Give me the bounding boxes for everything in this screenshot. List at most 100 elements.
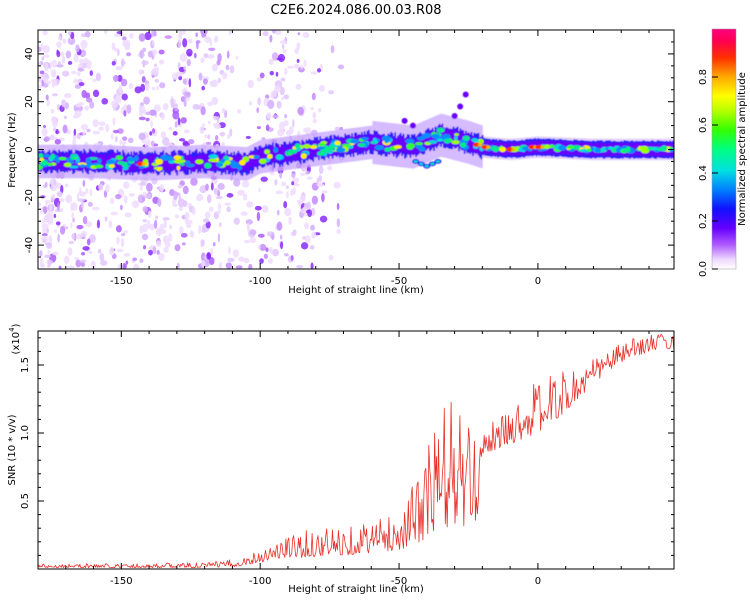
noise-speck	[115, 93, 120, 103]
x-tick-label: -100	[249, 276, 272, 287]
noise-speck	[293, 63, 300, 69]
noise-speck	[112, 117, 116, 126]
noise-speck	[284, 207, 292, 217]
noise-speck	[142, 219, 147, 223]
noise-speck	[285, 185, 289, 190]
noise-speck	[82, 130, 86, 136]
noise-speck	[201, 239, 205, 247]
noise-speck	[312, 118, 318, 124]
noise-speck	[122, 36, 127, 41]
noise-speck	[50, 184, 57, 192]
noise-speck	[212, 242, 216, 247]
noise-speck	[277, 128, 285, 137]
ridge-band	[130, 158, 133, 173]
ridge-blob	[43, 153, 50, 158]
ridge-band	[387, 139, 390, 154]
noise-speck	[204, 211, 211, 219]
noise-speck	[248, 263, 253, 269]
noise-speck	[64, 183, 69, 188]
noise-speck	[232, 249, 239, 258]
ridge-band	[38, 156, 41, 171]
noise-speck	[265, 247, 269, 253]
ridge-blob	[640, 148, 650, 154]
noise-speck	[317, 68, 321, 73]
ridge-band	[427, 133, 430, 148]
noise-speck	[292, 186, 296, 195]
ridge-band	[62, 157, 65, 172]
noise-speck	[105, 184, 110, 193]
noise-speck	[268, 258, 273, 264]
ridge-band	[204, 153, 206, 168]
noise-speck	[81, 89, 87, 99]
noise-speck	[56, 64, 64, 68]
noise-speck	[263, 253, 268, 260]
noise-speck	[145, 117, 150, 122]
noise-speck	[302, 31, 310, 39]
noise-speck	[68, 240, 75, 245]
noise-speck	[78, 101, 84, 106]
noise-speck	[49, 134, 56, 141]
noise-speck	[61, 56, 66, 64]
noise-speck	[298, 66, 305, 73]
ridge-blob	[436, 138, 444, 142]
noise-speck	[179, 53, 188, 63]
noise-speck	[249, 229, 257, 236]
noise-speck	[226, 193, 234, 198]
noise-speck	[43, 54, 50, 58]
noise-speck	[334, 126, 340, 131]
ridge-band	[258, 148, 260, 163]
ridge-band	[104, 153, 106, 169]
noise-speck	[317, 108, 322, 113]
ridge-band	[398, 136, 401, 151]
noise-speck	[42, 220, 46, 224]
ridge-hotspot-core	[511, 147, 516, 152]
noise-speck	[142, 223, 149, 233]
noise-speck	[256, 126, 261, 130]
noise-speck	[190, 177, 198, 186]
noise-speck	[163, 246, 169, 253]
noise-speck	[187, 139, 195, 145]
noise-speck	[92, 119, 99, 128]
ridge-band	[311, 143, 313, 159]
noise-speck	[330, 45, 335, 54]
noise-speck	[57, 36, 62, 40]
noise-speck	[45, 94, 49, 101]
noise-speck	[150, 120, 153, 129]
ridge-blob	[499, 146, 506, 153]
noise-speck	[43, 136, 51, 142]
ridge-blob	[443, 137, 451, 144]
noise-speck	[65, 50, 72, 59]
noise-speck	[284, 253, 289, 257]
noise-speck	[72, 134, 77, 140]
noise-speck	[151, 49, 158, 56]
ridge-blob	[431, 133, 440, 139]
noise-speck	[280, 241, 284, 250]
snr-panel: -150 -100 -50 0 0.5 1.0 1.5 (x104) SNR (10 * v…	[7, 323, 675, 595]
noise-speck	[154, 63, 157, 68]
noise-speck	[77, 67, 85, 72]
ridge-band	[247, 157, 249, 172]
colorbar-tick-label: 0.8	[698, 69, 709, 85]
ridge-blob	[357, 143, 366, 147]
noise-speck	[65, 194, 73, 204]
ridge-blob	[94, 164, 104, 169]
noise-speck	[217, 233, 221, 243]
noise-speck	[290, 254, 294, 261]
ridge-blob	[173, 155, 182, 160]
noise-speck	[151, 30, 157, 37]
noise-speck	[284, 113, 288, 119]
noise-speck	[275, 71, 279, 77]
ridge-band	[309, 144, 312, 160]
noise-speck	[49, 178, 55, 186]
noise-speck	[216, 210, 222, 214]
ridge-band	[166, 156, 169, 171]
snr-y-tick-label: 1.5	[20, 357, 31, 373]
noise-speck	[41, 127, 48, 137]
snr-axis-ticks: -150 -100 -50 0 0.5 1.0 1.5	[20, 331, 674, 587]
noise-speck	[150, 140, 155, 147]
ridge-blob	[415, 144, 423, 149]
ridge-blob	[294, 143, 301, 149]
noise-speck	[68, 61, 73, 65]
ridge-band	[259, 148, 262, 163]
ridge-band	[215, 155, 217, 171]
